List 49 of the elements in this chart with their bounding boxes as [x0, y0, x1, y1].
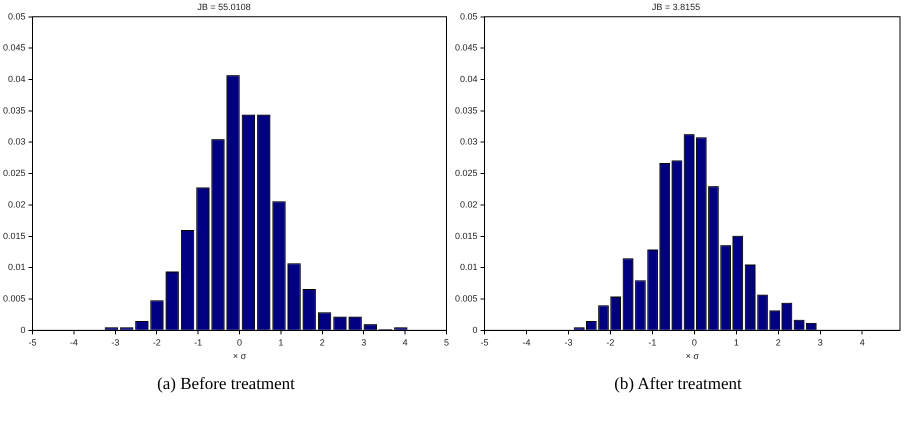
x-tick-label: -2 [152, 337, 161, 348]
x-tick-label: -2 [606, 337, 614, 348]
y-tick-label: 0.015 [454, 230, 478, 241]
y-tick-label: 0.015 [2, 230, 26, 241]
y-tick-label: 0.005 [2, 294, 26, 304]
y-tick-label: 0.03 [460, 136, 478, 147]
y-tick-label: 0.03 [8, 136, 26, 147]
x-tick-label: 4 [402, 337, 408, 348]
x-tick-label: 3 [818, 337, 823, 348]
y-tick-label: 0 [472, 324, 478, 335]
x-tick-label: 0 [692, 337, 697, 348]
x-tick-label: -3 [564, 337, 572, 348]
x-tick-label: -1 [194, 337, 202, 348]
y-tick-label: 0.045 [454, 42, 478, 53]
y-tick-label: 0.05 [460, 11, 478, 22]
y-tick-label: 0.04 [460, 74, 478, 84]
x-axis-title: × σ [232, 351, 247, 362]
x-tick-label: -4 [522, 337, 530, 348]
x-tick-label: -3 [111, 337, 120, 348]
x-tick-label: 5 [444, 337, 450, 348]
y-tick-label: 0.02 [8, 199, 26, 210]
x-tick-label: -5 [480, 337, 489, 348]
y-tick-label: 0.045 [2, 42, 26, 53]
text: (b) After treatment [613, 374, 743, 394]
text: (a) Before treatment [156, 374, 296, 394]
x-tick-label: 1 [278, 337, 284, 348]
x-tick-label: 0 [237, 337, 242, 348]
y-tick-label: 0.02 [460, 199, 478, 210]
y-tick-label: 0.04 [8, 74, 26, 84]
x-tick-label: 1 [734, 337, 739, 348]
y-tick-label: 0.005 [454, 294, 478, 304]
y-tick-label: 0.035 [454, 105, 478, 116]
x-tick-label: -5 [28, 337, 37, 348]
x-tick-label: 2 [776, 337, 781, 348]
chart-title: JB = 55.0108 [197, 2, 251, 12]
x-tick-label: 4 [860, 337, 865, 348]
y-tick-label: 0.025 [454, 168, 478, 178]
chart-title: JB = 3.8155 [652, 2, 700, 12]
y-tick-label: 0 [20, 324, 26, 335]
y-tick-label: 0.025 [2, 168, 26, 178]
y-tick-label: 0.01 [8, 262, 26, 272]
x-tick-label: 2 [320, 337, 325, 348]
y-tick-label: 0.05 [8, 11, 26, 22]
x-tick-label: 3 [361, 337, 366, 348]
x-axis-title: × σ [686, 351, 700, 362]
x-tick-label: -1 [648, 337, 656, 348]
y-tick-label: 0.035 [2, 105, 26, 116]
x-tick-label: -4 [70, 337, 78, 348]
y-tick-label: 0.01 [460, 262, 478, 272]
